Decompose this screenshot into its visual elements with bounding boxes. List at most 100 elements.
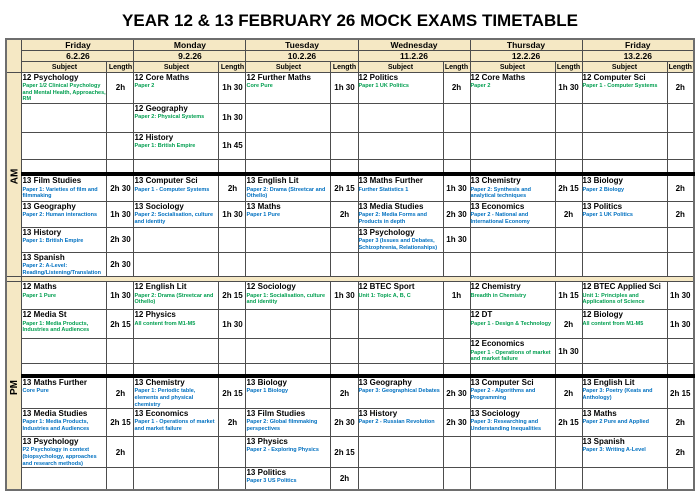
exam-paper: Core Pure [246, 83, 273, 90]
subject-col-header: Subject [357, 61, 444, 73]
exam-cell: 13 Chemistry Paper 1: Periodic table, ele… [133, 374, 220, 410]
exam-length: 1h 30 [554, 72, 583, 104]
exam-length: 1h 30 [330, 72, 359, 104]
empty-length-cell [666, 251, 695, 278]
day-date: 10.2.26 [245, 50, 359, 62]
empty-subject-cell [133, 436, 220, 469]
exam-subject: 13 Media Studies [22, 409, 88, 419]
empty-subject-cell [357, 362, 444, 377]
exam-paper: Paper 1 - Operations of market and marke… [470, 349, 551, 363]
empty-length-cell [442, 251, 471, 278]
exam-paper: Paper 2: Socialisation, culture and iden… [134, 212, 214, 225]
exam-cell: 13 Computer Sci Paper 1 - Computer System… [133, 172, 220, 202]
exam-cell: 13 Spanish Paper 2: A-Level: Reading/List… [21, 251, 108, 278]
exam-cell: 13 Psychology Paper 3 (Issues and Debates… [357, 226, 444, 253]
exam-row: 13 Geography Paper 2: Human interactions 1… [6, 200, 695, 228]
period-label-am: AM [5, 71, 23, 278]
empty-length-cell [218, 251, 247, 278]
empty-subject-cell [245, 362, 332, 377]
exam-length: 2h 15 [106, 309, 135, 340]
empty-subject-cell [245, 102, 332, 133]
corner-cell [5, 38, 23, 73]
exam-cell: 13 Maths Paper 2 Pure and Applied [581, 408, 668, 438]
day-date: 6.2.26 [21, 50, 135, 62]
empty-subject-cell [133, 467, 220, 491]
exam-length: 2h 30 [106, 251, 135, 278]
length-col-header: Length [554, 61, 583, 73]
empty-length-cell [666, 467, 695, 491]
exam-subject: 13 Politics [246, 468, 287, 478]
exam-subject: 13 English Lit [582, 378, 635, 388]
exam-cell: 13 Politics Paper 1 UK Politics [581, 200, 668, 228]
exam-paper: Paper 2 [470, 83, 491, 90]
exam-length: 2h 30 [442, 374, 471, 410]
exam-subject: 13 History [358, 409, 398, 419]
empty-length-cell [442, 436, 471, 469]
exam-subject: 13 Psychology [22, 437, 79, 447]
exam-paper: Paper 3 (Issues and Debates, Schizophren… [358, 238, 438, 251]
exam-row: PM 12 Maths Paper 1 Pure 1h 30 12 English Li… [5, 281, 695, 491]
exam-length: 2h 15 [218, 374, 247, 410]
empty-length-cell [666, 158, 695, 175]
exam-paper: Paper 2: Human interactions [22, 212, 98, 219]
empty-length-cell [554, 436, 583, 469]
exam-cell: 12 Media St Paper 1: Media Products, Indu… [21, 309, 108, 340]
empty-subject-cell [245, 226, 332, 253]
day-date: 9.2.26 [133, 50, 247, 62]
page-title: YEAR 12 & 13 FEBRUARY 26 MOCK EXAMS TIME… [122, 11, 578, 30]
day-header: Monday [133, 38, 247, 51]
exam-row: 13 Politics Paper 3 US Politics 2h [6, 467, 695, 491]
exam-subject: 12 BTEC Sport [358, 282, 415, 292]
exam-subject: 13 Sociology [470, 409, 520, 419]
exam-paper: All content from M1-M5 [582, 320, 644, 327]
exam-length: 1h 15 [554, 281, 583, 311]
exam-paper: Paper 1: British Empire [134, 143, 196, 150]
empty-length-cell [442, 131, 471, 160]
exam-subject: 13 Physics [246, 437, 288, 447]
exam-length: 2h [666, 200, 695, 228]
empty-subject-cell [21, 131, 108, 160]
exam-length: 1h 30 [666, 281, 695, 311]
exam-subject: 13 Biology [246, 378, 287, 388]
empty-subject-cell [469, 362, 556, 377]
empty-subject-cell [245, 309, 332, 340]
empty-length-cell [442, 467, 471, 491]
exam-subject: 13 Computer Sci [134, 176, 198, 186]
exam-paper: Paper 1 - Design & Technology [470, 320, 552, 327]
exam-length: 1h 45 [218, 131, 247, 160]
empty-length-cell [218, 158, 247, 175]
exam-paper: Paper 1 - Operations of market and marke… [134, 419, 215, 432]
exam-length: 1h 30 [330, 281, 359, 311]
day-date: 12.2.26 [469, 50, 583, 62]
exam-subject: 12 Maths [22, 282, 57, 292]
exam-cell: 12 Politics Paper 1 UK Politics [357, 72, 444, 104]
exam-cell: 13 Psychology P2 Psychology in context (b… [21, 436, 108, 469]
empty-subject-cell [21, 102, 108, 133]
day-header: Friday [581, 38, 695, 51]
exam-row: 12 Economics Paper 1 - Operations of mark… [6, 338, 695, 364]
empty-subject-cell [581, 226, 668, 253]
exam-subject: 13 Maths [582, 409, 617, 419]
subject-col-header: Subject [21, 61, 108, 73]
empty-length-cell [666, 102, 695, 133]
exam-length: 1h 30 [218, 200, 247, 228]
exam-subject: 13 Geography [22, 201, 76, 211]
exam-row: 12 History Paper 1: British Empire 1h 45 [6, 131, 695, 160]
exam-paper: Paper 1 UK Politics [358, 83, 409, 90]
empty-subject-cell [133, 362, 220, 377]
exam-row: 12 Media St Paper 1: Media Products, Indu… [6, 309, 695, 340]
exam-row: AM 12 Psychology Paper 1/2 Clinical Psycho… [5, 71, 695, 278]
exam-paper: All content from M1-M5 [134, 320, 196, 327]
exam-length: 2h [330, 467, 359, 491]
exam-paper: Paper 2: A-Level: Reading/Listening/Tran… [22, 263, 102, 276]
period-label-text: PM [8, 379, 20, 395]
exam-subject: 13 Maths [246, 201, 281, 211]
exam-cell: 13 Media Studies Paper 2: Media Forms and… [357, 200, 444, 228]
exam-cell: 12 Computer Sci Paper 1 - Computer System… [581, 72, 668, 104]
exam-subject: 12 Geography [134, 103, 188, 113]
exam-cell: 12 Physics All content from M1-M5 [133, 309, 220, 340]
length-col-header: Length [106, 61, 135, 73]
exam-length: 1h 30 [218, 102, 247, 133]
exam-subject: 13 Maths Further [22, 378, 87, 388]
exam-cell: 13 History Paper 2 - Russian Revolution [357, 408, 444, 438]
